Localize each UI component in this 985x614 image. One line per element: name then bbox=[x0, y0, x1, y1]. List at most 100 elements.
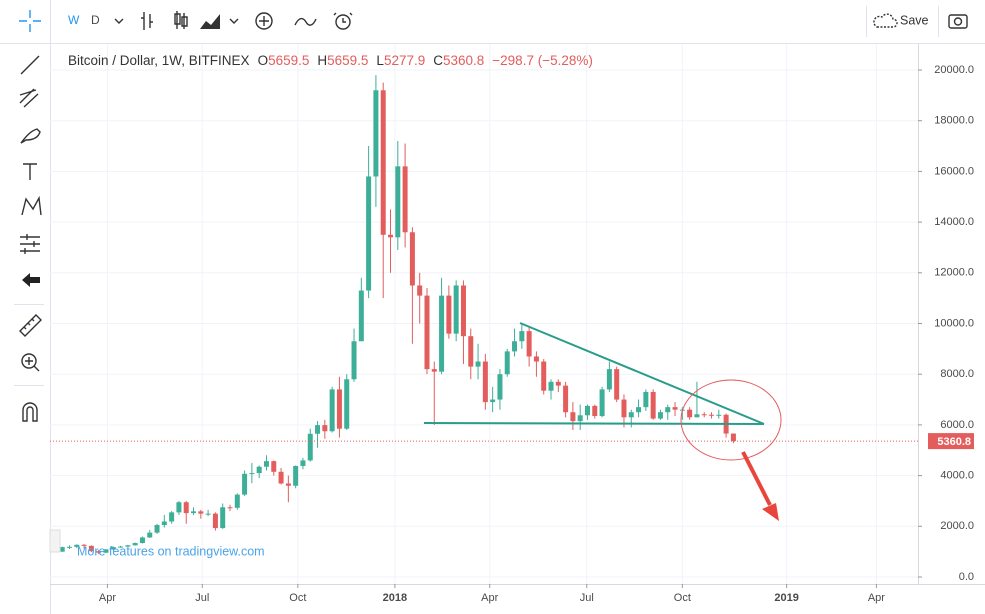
legend-value: 5659.5 bbox=[268, 53, 309, 68]
zoom-tool[interactable] bbox=[21, 353, 37, 369]
candle-body bbox=[154, 525, 160, 533]
zoom-plus[interactable] bbox=[25, 357, 40, 372]
candle-body bbox=[300, 460, 306, 466]
compare-icon[interactable] bbox=[294, 17, 317, 26]
candle-body bbox=[672, 407, 678, 410]
candle-body bbox=[147, 532, 153, 538]
candle-body bbox=[249, 473, 255, 475]
y-tick-label: 18000.0 bbox=[934, 115, 974, 127]
x-tick-label: Apr bbox=[481, 592, 498, 604]
x-tick-label: Apr bbox=[99, 592, 116, 604]
triangle-upper-line bbox=[519, 322, 765, 425]
x-tick-label: Apr bbox=[868, 592, 885, 604]
candle-body bbox=[285, 483, 291, 486]
candle-body bbox=[709, 414, 715, 416]
legend-title: Bitcoin / Dollar, 1W, BITFINEX bbox=[68, 53, 250, 68]
candle-body bbox=[191, 511, 197, 514]
candle-body bbox=[132, 543, 138, 546]
candle-body bbox=[526, 331, 532, 357]
back-icon[interactable] bbox=[22, 273, 40, 287]
watermark[interactable]: More features on tradingview.com bbox=[77, 544, 265, 558]
x-tick-label: Jul bbox=[195, 592, 209, 604]
x-tick-label: Oct bbox=[289, 592, 306, 604]
candle-body bbox=[183, 502, 189, 514]
snapshot-icon[interactable] bbox=[948, 14, 968, 29]
y-tick-label: 8000.0 bbox=[940, 368, 974, 380]
candle-body bbox=[643, 391, 649, 408]
y-tick-label: 10000.0 bbox=[934, 317, 974, 329]
ruler-tool[interactable] bbox=[19, 314, 42, 337]
triangle-lower-line bbox=[423, 422, 765, 425]
candle-body bbox=[125, 545, 131, 547]
candle-body bbox=[59, 547, 65, 552]
crosshair-icon[interactable] bbox=[19, 10, 41, 32]
candle-body bbox=[657, 412, 663, 419]
legend-label: L bbox=[376, 53, 384, 68]
alert-hands[interactable] bbox=[333, 12, 353, 23]
x-tick-label: 2018 bbox=[383, 592, 407, 604]
arrow-head bbox=[762, 503, 779, 521]
save-button[interactable]: Save bbox=[900, 13, 929, 27]
candles-icon[interactable] bbox=[174, 11, 188, 29]
candle-body bbox=[730, 433, 736, 442]
last-price-tag bbox=[928, 433, 974, 450]
candle-body bbox=[439, 295, 445, 372]
brush-tool[interactable] bbox=[20, 128, 41, 144]
candle-body bbox=[74, 544, 80, 547]
alert-icon[interactable] bbox=[335, 14, 351, 30]
collapse-handle[interactable] bbox=[49, 529, 61, 553]
candle-body bbox=[519, 331, 525, 342]
indicators-icon[interactable] bbox=[255, 12, 273, 30]
bars-icon[interactable] bbox=[141, 12, 153, 30]
legend-label: C bbox=[433, 53, 443, 68]
fib-tool[interactable] bbox=[19, 88, 39, 108]
candle-body bbox=[402, 166, 408, 233]
candle-body bbox=[110, 547, 116, 550]
interval-dropdown[interactable] bbox=[114, 18, 124, 24]
candle-body bbox=[161, 521, 167, 526]
chart-dropdown[interactable] bbox=[229, 18, 239, 24]
candle-body bbox=[650, 391, 656, 419]
candle-body bbox=[701, 414, 707, 416]
candle-body bbox=[614, 369, 620, 400]
candle-body bbox=[388, 234, 394, 238]
candle-body bbox=[242, 473, 248, 495]
candle-body bbox=[81, 544, 87, 546]
y-tick-label: 0.0 bbox=[959, 571, 974, 583]
candle-body bbox=[599, 389, 605, 417]
indicators-plus[interactable] bbox=[259, 16, 269, 26]
candle-body bbox=[628, 412, 634, 418]
y-tick-label: 20000.0 bbox=[934, 64, 974, 76]
snapshot-lens[interactable] bbox=[953, 17, 963, 26]
candle-body bbox=[344, 379, 350, 429]
candle-body bbox=[205, 513, 211, 515]
candle-body bbox=[475, 361, 481, 367]
y-tick-label: 12000.0 bbox=[934, 267, 974, 279]
candle-body bbox=[293, 465, 299, 486]
candle-body bbox=[497, 374, 503, 400]
candle-body bbox=[468, 336, 474, 367]
last-price-label: 5360.8 bbox=[937, 436, 971, 448]
candle-body bbox=[665, 407, 671, 413]
candle-body bbox=[460, 285, 466, 337]
left-toolbar bbox=[14, 55, 44, 422]
cloud-icon[interactable] bbox=[873, 13, 898, 28]
legend-value: 5277.9 bbox=[384, 53, 425, 68]
trendline-tool[interactable] bbox=[20, 55, 40, 75]
prediction-tool[interactable] bbox=[20, 234, 40, 254]
candle-body bbox=[380, 90, 386, 235]
pattern-tool[interactable] bbox=[21, 195, 42, 216]
annotations bbox=[423, 322, 782, 521]
candle-body bbox=[96, 551, 102, 553]
interval-w[interactable]: W bbox=[68, 13, 80, 27]
candle-body bbox=[431, 369, 437, 372]
magnet-tool[interactable] bbox=[22, 402, 38, 422]
legend-value: 5360.8 bbox=[443, 53, 484, 68]
text-tool[interactable] bbox=[23, 163, 37, 180]
interval-d[interactable]: D bbox=[91, 13, 100, 27]
candle-body bbox=[687, 409, 693, 418]
candle-body bbox=[563, 385, 569, 413]
candle-body bbox=[424, 295, 430, 370]
area-icon[interactable] bbox=[200, 14, 220, 29]
